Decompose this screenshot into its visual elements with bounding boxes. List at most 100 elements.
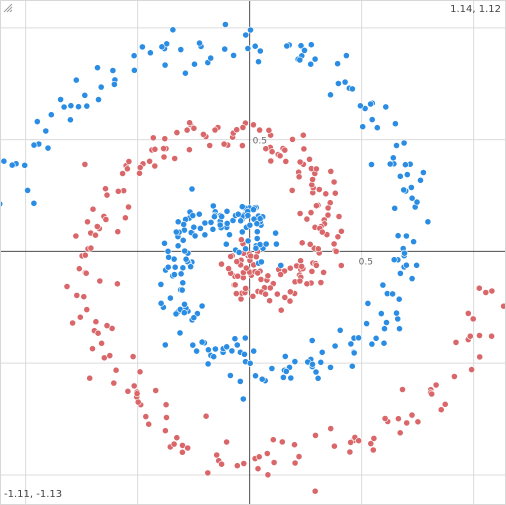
series-1-point bbox=[432, 381, 440, 389]
series-1-point bbox=[122, 214, 129, 222]
series-2-point bbox=[216, 221, 224, 229]
series-2-point bbox=[239, 395, 247, 403]
series-1-point bbox=[369, 446, 377, 454]
series-1-point bbox=[114, 187, 122, 195]
series-2-point bbox=[228, 347, 236, 355]
series-1-point bbox=[277, 306, 285, 314]
series-1-point bbox=[317, 279, 325, 286]
series-2-point bbox=[164, 247, 172, 255]
series-2-point bbox=[241, 334, 249, 342]
series-1-point bbox=[106, 352, 114, 359]
series-2-point bbox=[359, 123, 367, 131]
series-2-point bbox=[182, 255, 190, 263]
series-2-point bbox=[242, 245, 249, 253]
series-2-point bbox=[350, 349, 358, 357]
series-2-point bbox=[253, 228, 261, 236]
series-2-point bbox=[255, 58, 262, 66]
series-1-point bbox=[295, 173, 303, 181]
series-2-point bbox=[211, 345, 219, 353]
series-2-point bbox=[223, 219, 231, 227]
series-1-point bbox=[171, 155, 179, 162]
series-1-point bbox=[312, 202, 320, 210]
series-1-point bbox=[288, 186, 296, 194]
series-2-point bbox=[226, 372, 234, 379]
series-2-point bbox=[230, 52, 237, 59]
series-1-point bbox=[450, 373, 458, 380]
series-1-point bbox=[234, 272, 242, 280]
series-1-point bbox=[145, 420, 153, 428]
series-2-point bbox=[308, 337, 316, 344]
series-2-point bbox=[172, 310, 180, 318]
series-1-point bbox=[161, 135, 169, 143]
series-1-point bbox=[367, 440, 375, 447]
series-1-point bbox=[102, 185, 109, 193]
series-2-point bbox=[364, 299, 372, 307]
series-1-point bbox=[281, 293, 289, 301]
series-1-point bbox=[82, 269, 90, 277]
series-1-point bbox=[346, 448, 354, 456]
series-2-point bbox=[383, 319, 390, 326]
series-2-point bbox=[221, 21, 229, 28]
series-1-point bbox=[335, 213, 343, 220]
series-2-point bbox=[146, 49, 154, 57]
series-2-point bbox=[348, 362, 356, 370]
series-2-point bbox=[283, 42, 291, 50]
series-1-point bbox=[96, 277, 104, 285]
series-2-point bbox=[393, 142, 400, 149]
series-2-point bbox=[174, 242, 182, 250]
series-2-point bbox=[177, 46, 185, 53]
min-corner-label: -1.11, -1.13 bbox=[4, 489, 63, 500]
series-2-point bbox=[191, 232, 199, 240]
series-2-point bbox=[390, 256, 398, 264]
series-1-point bbox=[330, 240, 338, 248]
series-1-point bbox=[237, 236, 245, 244]
series-1-point bbox=[254, 465, 262, 473]
resize-grip-icon[interactable] bbox=[1, 1, 13, 13]
x-tick-label: 0.5 bbox=[359, 257, 373, 267]
series-2-point bbox=[314, 374, 322, 382]
series-1-point bbox=[129, 353, 137, 360]
series-2-point bbox=[381, 325, 388, 333]
series-2-point bbox=[97, 83, 105, 91]
series-1-point bbox=[94, 329, 102, 337]
series-1-point bbox=[249, 292, 257, 300]
series-2-point bbox=[250, 206, 257, 213]
series-1-point bbox=[267, 157, 275, 165]
series-1-point bbox=[276, 152, 284, 160]
series-1-point bbox=[295, 453, 303, 460]
series-2-point bbox=[109, 67, 117, 74]
series-1-point bbox=[114, 228, 122, 236]
series-2-point bbox=[268, 365, 276, 372]
series-2-point bbox=[403, 171, 411, 178]
series-2-point bbox=[244, 45, 252, 52]
series-1-point bbox=[178, 448, 186, 456]
series-1-point bbox=[84, 218, 91, 226]
series-1-point bbox=[303, 280, 311, 288]
series-2-point bbox=[391, 204, 399, 212]
series-2-point bbox=[201, 231, 209, 239]
series-2-point bbox=[307, 41, 315, 49]
series-2-point bbox=[368, 161, 375, 168]
series-1-point bbox=[332, 247, 340, 255]
series-2-point bbox=[157, 280, 165, 288]
series-1-point bbox=[238, 142, 246, 149]
series-1-point bbox=[381, 415, 389, 422]
series-2-point bbox=[272, 229, 279, 237]
series-1-point bbox=[81, 160, 89, 168]
series-1-point bbox=[441, 400, 449, 408]
series-2-point bbox=[190, 314, 198, 322]
series-1-point bbox=[289, 135, 296, 143]
series-2-point bbox=[389, 154, 397, 162]
series-1-point bbox=[81, 251, 89, 259]
series-1-point bbox=[396, 429, 404, 437]
series-1-point bbox=[124, 387, 132, 395]
series-2-point bbox=[287, 374, 295, 382]
series-2-point bbox=[408, 194, 416, 202]
series-1-point bbox=[414, 418, 422, 426]
series-1-point bbox=[263, 450, 271, 457]
series-2-point bbox=[223, 207, 231, 215]
series-1-point bbox=[184, 444, 192, 452]
series-1-point bbox=[133, 390, 141, 397]
